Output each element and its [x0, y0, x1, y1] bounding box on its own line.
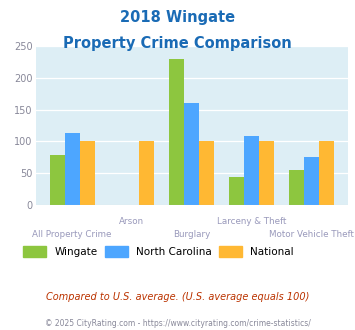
Bar: [80, 141, 94, 205]
Text: Property Crime Comparison: Property Crime Comparison: [63, 36, 292, 51]
Bar: [140, 141, 154, 205]
Text: Arson: Arson: [119, 217, 144, 226]
Bar: [244, 136, 259, 205]
Legend: Wingate, North Carolina, National: Wingate, North Carolina, National: [23, 246, 294, 257]
Text: 2018 Wingate: 2018 Wingate: [120, 10, 235, 25]
Text: All Property Crime: All Property Crime: [32, 230, 112, 239]
Text: Motor Vehicle Theft: Motor Vehicle Theft: [269, 230, 354, 239]
Bar: [169, 59, 184, 205]
Bar: [199, 141, 214, 205]
Bar: [259, 141, 274, 205]
Text: Burglary: Burglary: [173, 230, 210, 239]
Text: Larceny & Theft: Larceny & Theft: [217, 217, 286, 226]
Text: Compared to U.S. average. (U.S. average equals 100): Compared to U.S. average. (U.S. average …: [46, 292, 309, 302]
Text: © 2025 CityRating.com - https://www.cityrating.com/crime-statistics/: © 2025 CityRating.com - https://www.city…: [45, 319, 310, 328]
Bar: [50, 155, 65, 205]
Bar: [304, 157, 319, 205]
Bar: [289, 170, 304, 205]
Bar: [65, 133, 80, 205]
Bar: [319, 141, 334, 205]
Bar: [184, 103, 199, 205]
Bar: [229, 177, 244, 205]
